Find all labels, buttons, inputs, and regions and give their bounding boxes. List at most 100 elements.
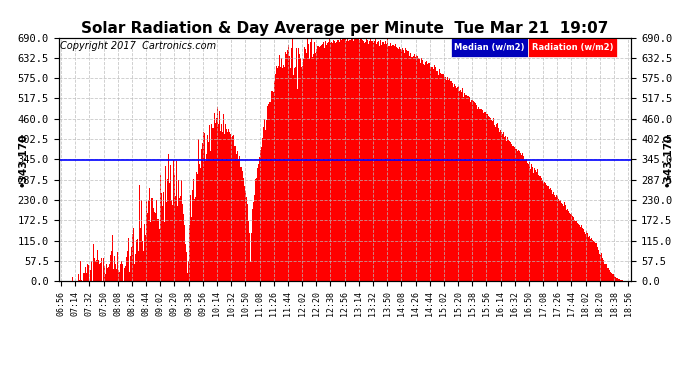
Bar <box>451 81 452 281</box>
Bar <box>421 58 422 281</box>
Bar <box>494 122 495 281</box>
Text: Radiation (w/m2): Radiation (w/m2) <box>532 43 613 52</box>
Bar <box>344 43 346 281</box>
Bar <box>391 46 392 281</box>
Bar <box>204 133 205 281</box>
Bar <box>326 45 327 281</box>
Bar <box>400 49 401 281</box>
Bar <box>338 40 339 281</box>
Bar <box>406 50 407 281</box>
Bar <box>398 49 399 281</box>
Text: Copyright 2017  Cartronics.com: Copyright 2017 Cartronics.com <box>60 41 216 51</box>
Bar <box>294 69 295 281</box>
Bar <box>489 117 490 281</box>
Bar <box>311 39 313 281</box>
Bar <box>137 239 138 281</box>
Bar <box>210 143 211 281</box>
Bar <box>305 49 306 281</box>
Bar <box>539 176 540 281</box>
Bar <box>540 176 541 281</box>
Bar <box>453 87 454 281</box>
Bar <box>443 74 444 281</box>
Bar <box>577 224 578 281</box>
Bar <box>506 141 507 281</box>
Bar <box>456 88 457 281</box>
Bar <box>591 238 592 281</box>
Bar <box>503 132 504 281</box>
Bar <box>196 172 197 281</box>
Bar <box>447 77 448 281</box>
Bar <box>100 262 101 281</box>
Bar <box>518 150 519 281</box>
Bar <box>527 163 528 281</box>
Bar <box>374 42 375 281</box>
Bar <box>88 264 89 281</box>
Bar <box>435 67 436 281</box>
Bar <box>507 137 508 281</box>
Bar <box>299 55 300 281</box>
Bar <box>340 39 341 281</box>
Bar <box>142 240 143 281</box>
Bar <box>173 160 174 281</box>
Bar <box>90 280 91 281</box>
Bar <box>296 43 297 281</box>
Bar <box>550 190 551 281</box>
Bar <box>278 66 279 281</box>
Bar <box>119 272 120 281</box>
Bar <box>371 41 372 281</box>
Bar <box>212 128 213 281</box>
Bar <box>384 44 385 281</box>
Bar <box>508 140 509 281</box>
Bar <box>74 280 75 281</box>
Bar <box>83 273 84 281</box>
Bar <box>306 53 307 281</box>
Bar <box>267 106 268 281</box>
Bar <box>360 38 361 281</box>
Bar <box>404 53 405 281</box>
Bar <box>203 135 204 281</box>
Bar <box>157 181 159 281</box>
Bar <box>502 134 503 281</box>
Text: Median (w/m2): Median (w/m2) <box>454 43 525 52</box>
Bar <box>232 136 233 281</box>
Bar <box>476 105 477 281</box>
Bar <box>105 274 106 281</box>
Bar <box>252 220 253 281</box>
Bar <box>370 39 371 281</box>
Bar <box>395 44 396 281</box>
Bar <box>300 58 302 281</box>
Bar <box>452 83 453 281</box>
Bar <box>537 169 538 281</box>
Bar <box>463 97 464 281</box>
Bar <box>279 55 280 281</box>
Bar <box>607 268 608 281</box>
Bar <box>217 105 219 281</box>
Bar <box>352 40 353 281</box>
Bar <box>584 232 585 281</box>
Bar <box>307 38 308 281</box>
Bar <box>337 43 338 281</box>
Bar <box>195 167 196 281</box>
Bar <box>617 278 618 281</box>
Bar <box>564 207 566 281</box>
Bar <box>185 244 186 281</box>
Bar <box>98 258 99 281</box>
Bar <box>341 39 342 281</box>
Bar <box>381 45 382 281</box>
Bar <box>594 242 595 281</box>
Bar <box>297 89 298 281</box>
Bar <box>600 255 601 281</box>
Bar <box>486 116 487 281</box>
Bar <box>273 92 274 281</box>
Bar <box>121 261 122 281</box>
Bar <box>127 251 128 281</box>
Bar <box>403 50 404 281</box>
Bar <box>513 146 514 281</box>
Bar <box>286 54 287 281</box>
Bar <box>379 38 380 281</box>
Bar <box>355 39 357 281</box>
Bar <box>487 114 489 281</box>
Bar <box>281 76 282 281</box>
Bar <box>590 239 591 281</box>
Bar <box>332 44 333 281</box>
